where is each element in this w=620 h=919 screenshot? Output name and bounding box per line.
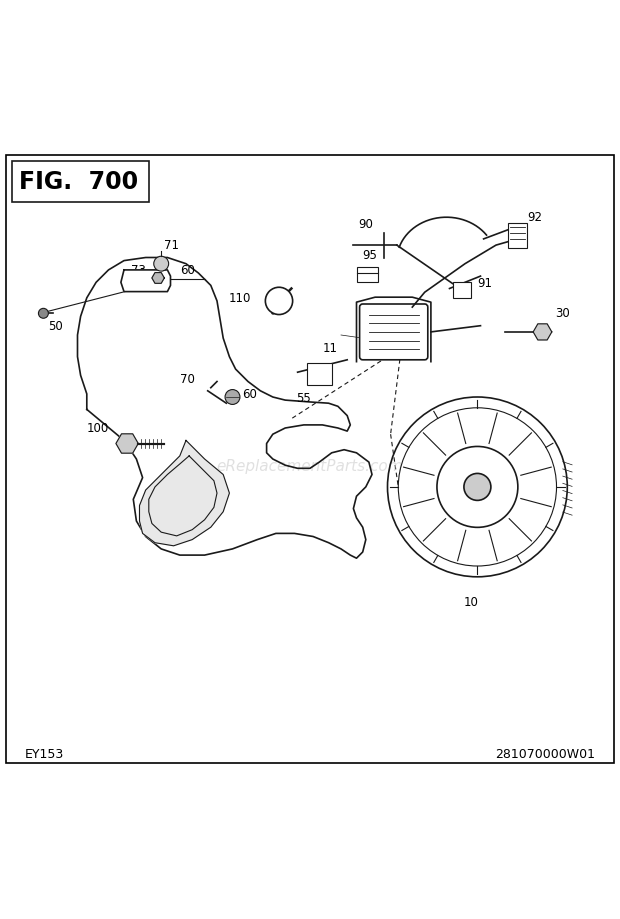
Polygon shape — [140, 441, 229, 546]
Text: 71: 71 — [164, 239, 179, 252]
Circle shape — [38, 309, 48, 319]
Circle shape — [437, 447, 518, 528]
Text: 30: 30 — [555, 307, 570, 320]
Text: 90: 90 — [358, 218, 373, 231]
Text: eReplacementParts.com: eReplacementParts.com — [216, 459, 404, 473]
Text: 95: 95 — [363, 248, 378, 261]
Polygon shape — [116, 435, 138, 454]
Text: 100: 100 — [86, 422, 108, 435]
Bar — [307, 364, 332, 385]
Text: 110: 110 — [229, 292, 251, 305]
Polygon shape — [152, 273, 164, 284]
Text: 92: 92 — [527, 211, 542, 224]
Text: 11: 11 — [323, 342, 338, 355]
Text: 55: 55 — [296, 391, 311, 404]
Circle shape — [265, 288, 293, 315]
Text: 50: 50 — [48, 320, 63, 333]
Circle shape — [225, 391, 240, 405]
Text: 73: 73 — [131, 264, 146, 278]
Bar — [356, 267, 378, 283]
Text: FIG.  700: FIG. 700 — [19, 170, 138, 194]
Polygon shape — [533, 324, 552, 341]
Polygon shape — [78, 258, 372, 559]
Bar — [453, 283, 471, 299]
Text: 91: 91 — [477, 277, 492, 289]
FancyBboxPatch shape — [12, 163, 149, 202]
Text: 281070000W01: 281070000W01 — [495, 747, 595, 760]
Polygon shape — [121, 270, 170, 292]
Circle shape — [464, 474, 491, 501]
Text: 70: 70 — [180, 372, 195, 385]
Circle shape — [154, 257, 169, 272]
Text: 60: 60 — [242, 388, 257, 401]
Bar — [508, 224, 527, 249]
Text: 10: 10 — [464, 596, 479, 608]
Text: EY153: EY153 — [25, 747, 64, 760]
Text: 60: 60 — [180, 264, 195, 278]
FancyBboxPatch shape — [360, 305, 428, 360]
